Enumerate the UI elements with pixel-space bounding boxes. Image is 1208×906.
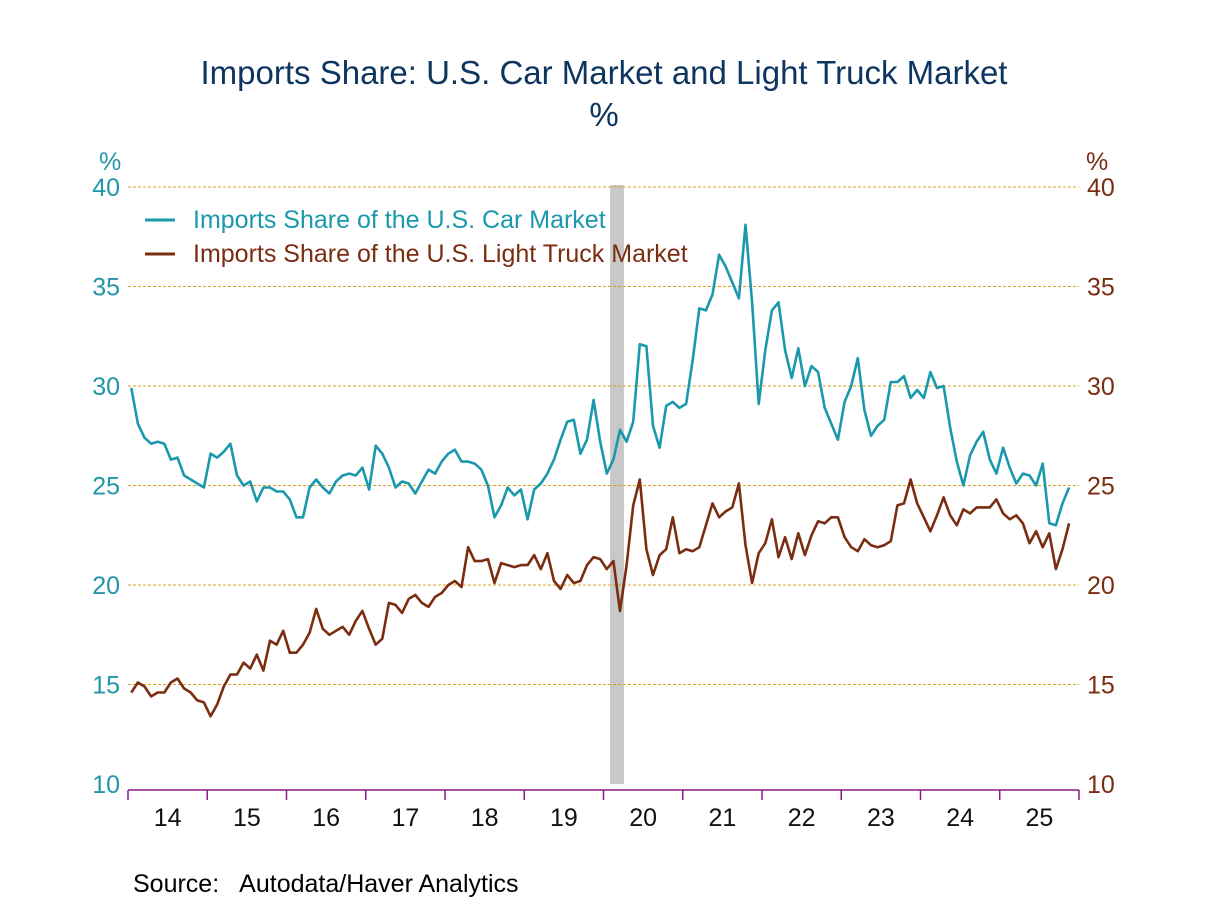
legend-label-truck: Imports Share of the U.S. Light Truck Ma… bbox=[193, 240, 688, 268]
series-line-car bbox=[130, 223, 1071, 527]
x-tick-label: 15 bbox=[233, 804, 261, 832]
y-tick-label-left: 40 bbox=[92, 174, 120, 202]
chart-title: Imports Share: U.S. Car Market and Light… bbox=[200, 54, 1008, 91]
y-tick-label-left: 30 bbox=[92, 373, 120, 401]
y-tick-label-right: 30 bbox=[1087, 373, 1115, 401]
x-tick-label: 16 bbox=[312, 804, 340, 832]
x-tick-label: 24 bbox=[946, 804, 974, 832]
source-label: Source: bbox=[133, 870, 220, 898]
y-tick-label-left: 10 bbox=[92, 771, 120, 799]
x-tick-label: 25 bbox=[1025, 804, 1053, 832]
recession-shading bbox=[610, 185, 624, 784]
legend-label-car: Imports Share of the U.S. Car Market bbox=[193, 206, 606, 234]
y-tick-label-right: 15 bbox=[1087, 672, 1115, 700]
x-tick-label: 22 bbox=[788, 804, 816, 832]
y-tick-label-left: 25 bbox=[92, 473, 120, 501]
x-tick-label: 17 bbox=[391, 804, 419, 832]
y-tick-label-left: 15 bbox=[92, 672, 120, 700]
y-tick-label-right: 20 bbox=[1087, 572, 1115, 600]
x-tick-label: 18 bbox=[471, 804, 499, 832]
y-axis-left-unit: % bbox=[99, 148, 121, 176]
y-tick-label-right: 10 bbox=[1087, 771, 1115, 799]
x-tick-label: 23 bbox=[867, 804, 895, 832]
chart-subtitle: % bbox=[589, 96, 619, 133]
y-tick-label-right: 35 bbox=[1087, 274, 1115, 302]
y-tick-label-right: 25 bbox=[1087, 473, 1115, 501]
y-tick-label-left: 35 bbox=[92, 274, 120, 302]
series-line-truck bbox=[130, 478, 1071, 718]
y-axis-right-unit: % bbox=[1086, 148, 1108, 176]
source-text: Autodata/Haver Analytics bbox=[239, 870, 519, 898]
source-note: Source: Autodata/Haver Analytics bbox=[133, 870, 519, 899]
x-tick-label: 20 bbox=[629, 804, 657, 832]
x-tick-label: 14 bbox=[154, 804, 182, 832]
x-tick-label: 19 bbox=[550, 804, 578, 832]
y-tick-label-left: 20 bbox=[92, 572, 120, 600]
x-tick-label: 21 bbox=[708, 804, 736, 832]
y-tick-label-right: 40 bbox=[1087, 174, 1115, 202]
